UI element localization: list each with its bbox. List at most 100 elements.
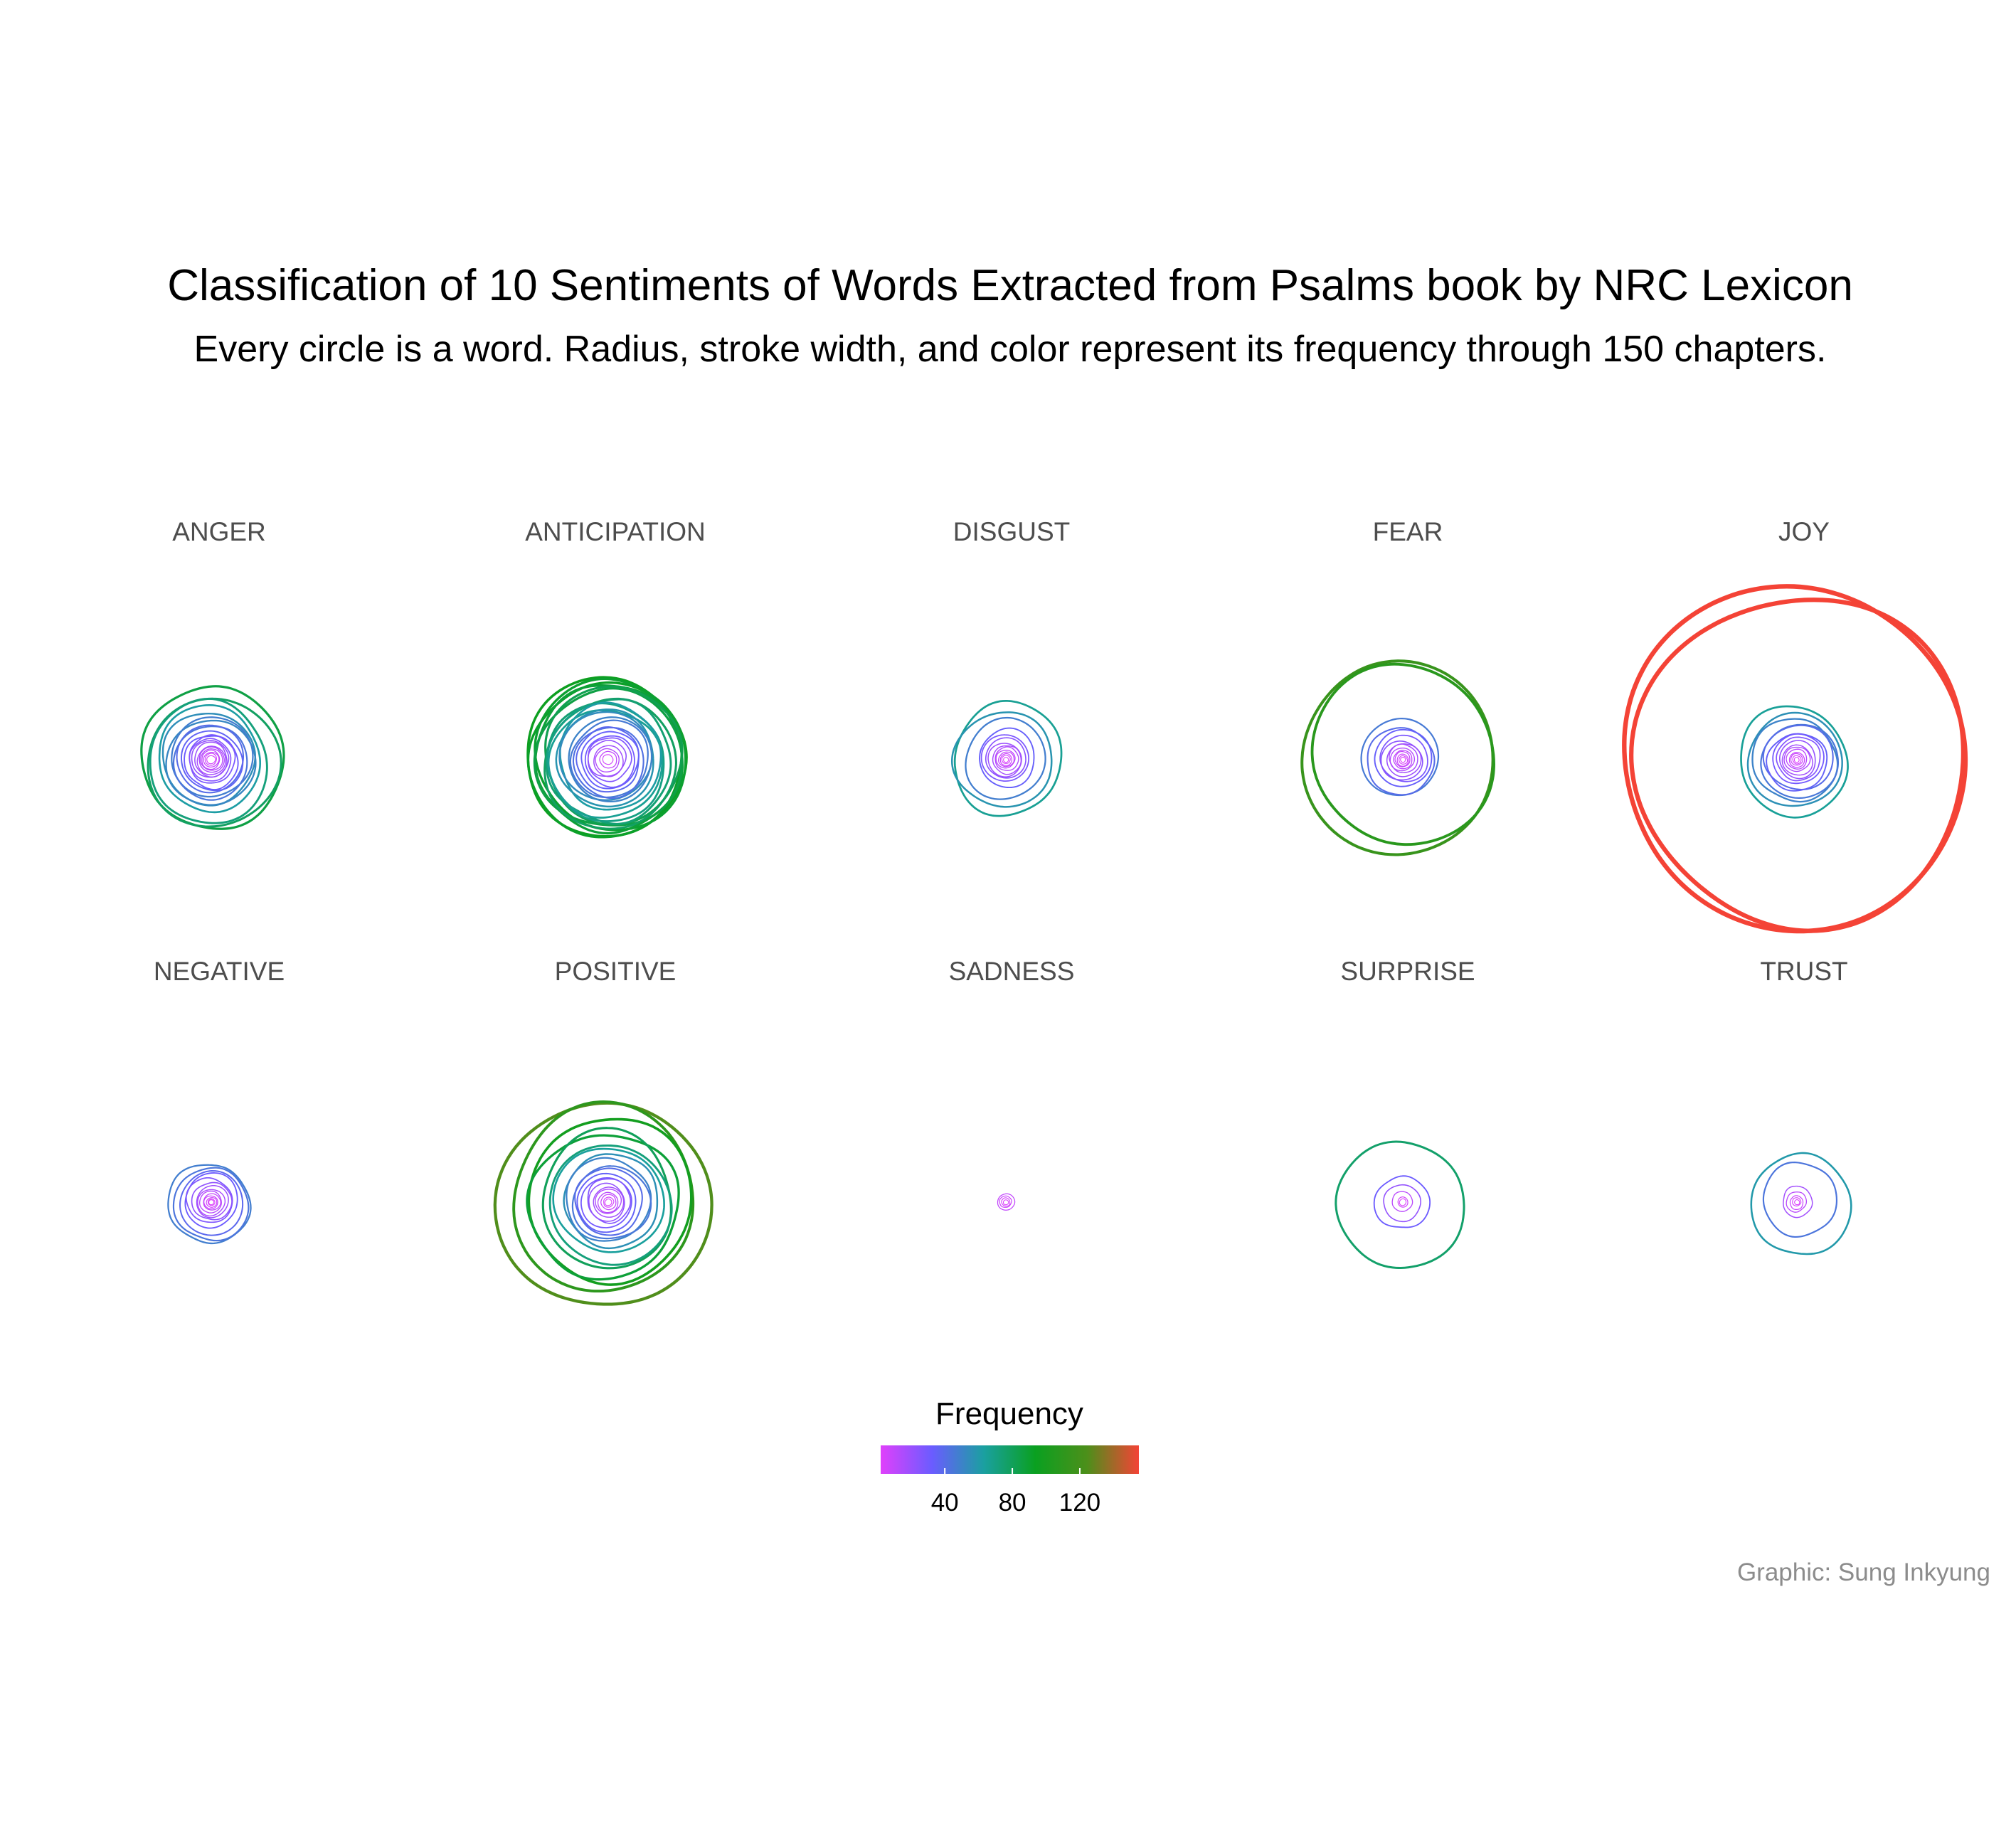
word-circle xyxy=(1786,748,1808,770)
word-circle xyxy=(1397,1196,1408,1208)
word-circle xyxy=(1386,743,1422,777)
word-circle xyxy=(541,1127,672,1270)
facet-panels: ANGER ANTICIPATION DISGUST FEAR JOY NEGATIVE P… xyxy=(140,517,1968,1306)
word-circle xyxy=(980,734,1029,782)
word-circle xyxy=(997,751,1015,768)
panel-negative: NEGATIVE xyxy=(154,957,285,1245)
word-circle xyxy=(1788,751,1805,768)
word-circle xyxy=(184,735,239,791)
word-circle xyxy=(572,726,644,800)
word-circle xyxy=(575,726,640,793)
word-circle xyxy=(555,708,654,808)
word-circle xyxy=(196,1185,229,1218)
panel-label-disgust: DISGUST xyxy=(953,517,1070,546)
word-circle xyxy=(600,1194,617,1211)
panel-anger: ANGER xyxy=(140,517,285,830)
word-circle xyxy=(574,1167,643,1236)
word-circle xyxy=(206,755,216,765)
word-circle xyxy=(563,1153,659,1250)
word-circle xyxy=(1786,1191,1808,1213)
word-circle xyxy=(200,748,223,771)
word-circle xyxy=(593,745,624,777)
word-circle xyxy=(171,716,254,798)
word-circle xyxy=(1383,1184,1421,1223)
word-circle xyxy=(987,743,1022,777)
word-circle xyxy=(1772,733,1825,785)
word-circle xyxy=(569,719,649,799)
word-circle xyxy=(172,726,248,801)
word-circle xyxy=(185,1177,233,1223)
word-circle xyxy=(208,1199,215,1206)
word-circle xyxy=(493,1101,713,1306)
word-circle xyxy=(999,753,1012,766)
panel-sadness: SADNESS xyxy=(949,957,1075,1211)
word-circle xyxy=(1746,711,1843,807)
legend-colorbar xyxy=(881,1445,1139,1474)
word-circle xyxy=(953,699,1063,817)
word-circle xyxy=(1379,734,1428,782)
word-circle xyxy=(997,1193,1016,1211)
word-circle xyxy=(1762,1162,1838,1238)
word-circle xyxy=(179,1170,244,1236)
word-circle xyxy=(1781,744,1813,776)
word-circle xyxy=(203,752,220,768)
word-circle xyxy=(1789,1195,1804,1211)
word-circle xyxy=(548,1144,673,1266)
panel-label-anger: ANGER xyxy=(172,517,266,546)
panel-label-fear: FEAR xyxy=(1373,517,1443,546)
word-circle xyxy=(992,745,1022,775)
word-circle xyxy=(1783,1185,1813,1218)
word-circle xyxy=(1400,757,1406,763)
panel-label-surprise: SURPRISE xyxy=(1340,957,1475,986)
word-circle xyxy=(1335,1140,1465,1269)
word-circle xyxy=(1003,757,1009,763)
word-circle xyxy=(1790,753,1803,766)
word-circle xyxy=(965,716,1046,800)
word-circle xyxy=(527,1117,693,1286)
word-circle xyxy=(1792,1197,1802,1207)
word-circle xyxy=(161,712,256,807)
word-circle xyxy=(593,1186,625,1218)
word-circle xyxy=(1766,733,1828,792)
frequency-legend: Frequency 40 80 120 xyxy=(881,1396,1139,1517)
word-circle xyxy=(197,1189,226,1217)
word-circle xyxy=(950,711,1053,808)
word-circle xyxy=(1373,1175,1431,1228)
word-circle xyxy=(995,749,1016,769)
panel-trust: TRUST xyxy=(1750,957,1852,1255)
legend-tick-label: 80 xyxy=(999,1489,1026,1517)
word-circle xyxy=(979,727,1035,789)
word-circle xyxy=(176,724,244,794)
word-circle xyxy=(1776,736,1821,782)
word-circle xyxy=(588,1182,625,1222)
word-circle xyxy=(180,730,244,792)
word-circle xyxy=(595,748,620,772)
word-circle xyxy=(1001,755,1011,764)
legend-title: Frequency xyxy=(935,1396,1083,1431)
word-circle xyxy=(1380,740,1423,781)
word-circle xyxy=(158,703,262,814)
panel-label-sadness: SADNESS xyxy=(949,957,1075,986)
panel-disgust: DISGUST xyxy=(950,517,1070,817)
word-circle xyxy=(1762,724,1834,790)
word-circle xyxy=(172,1167,250,1242)
word-circle xyxy=(985,737,1026,779)
word-circle xyxy=(1310,662,1495,846)
word-circle xyxy=(566,1157,652,1242)
word-circle xyxy=(568,716,653,803)
word-circle xyxy=(184,1172,238,1229)
panel-positive: POSITIVE xyxy=(493,957,713,1306)
word-circle xyxy=(203,1195,218,1210)
word-circle xyxy=(198,746,225,773)
word-circle xyxy=(552,1147,665,1253)
panel-label-joy: JOY xyxy=(1778,517,1830,546)
word-circle xyxy=(147,697,282,828)
legend-ticks: 40 80 120 xyxy=(931,1468,1100,1517)
word-circle xyxy=(602,754,614,765)
panel-joy: JOY xyxy=(1622,517,1968,934)
word-circle xyxy=(196,745,226,775)
word-circle xyxy=(1389,743,1418,773)
word-circle xyxy=(1394,750,1411,768)
word-circle xyxy=(1399,755,1408,765)
